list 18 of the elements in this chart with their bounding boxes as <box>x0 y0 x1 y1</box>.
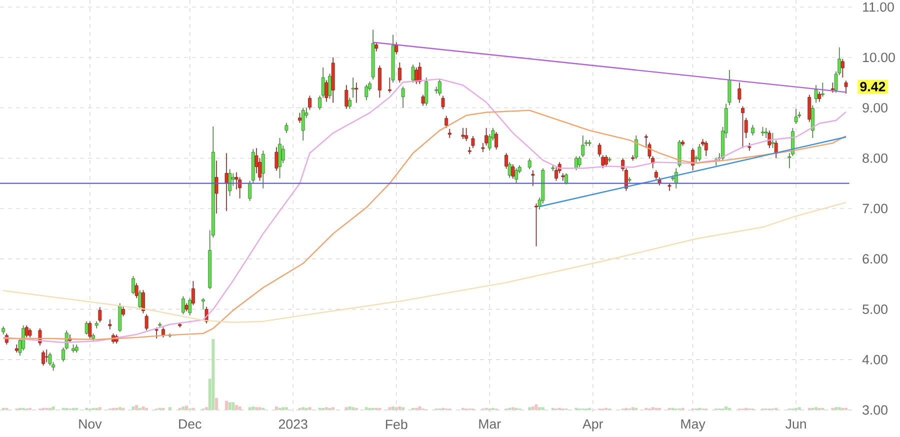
y-tick-label: 10.00 <box>863 52 895 62</box>
x-tick-label: Apr <box>582 419 604 432</box>
x-tick-label: May <box>681 419 706 432</box>
annotation: 9.42 <box>860 82 886 92</box>
y-tick-label: 3.00 <box>862 405 888 415</box>
x-tick-label: Feb <box>386 419 408 430</box>
y-tick-label: 9.00 <box>862 103 888 112</box>
y-tick-label: 8.00 <box>862 153 888 163</box>
y-tick-label: 7.00 <box>862 204 888 214</box>
y-tick-label: 5.00 <box>862 304 888 314</box>
x-tick-label: Mar <box>479 419 501 429</box>
y-tick-label: 11.00 <box>863 2 894 12</box>
x-tick-label: 2023 <box>278 419 308 429</box>
x-tick-label: Nov <box>79 419 102 429</box>
x-tick-label: Dec <box>179 419 202 429</box>
y-tick-label: 4.00 <box>862 354 888 364</box>
x-tick-label: Jun <box>786 419 806 429</box>
y-tick-label: 6.00 <box>862 254 888 264</box>
